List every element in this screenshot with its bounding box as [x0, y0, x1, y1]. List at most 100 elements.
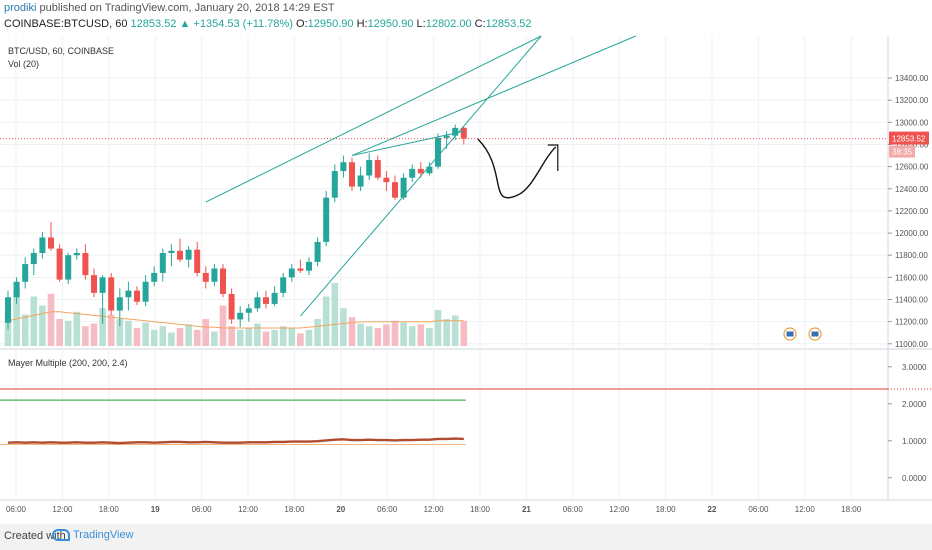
- volume-bar: [357, 323, 364, 346]
- x-tick-label: 21: [522, 505, 531, 514]
- flag-icon: [786, 331, 794, 337]
- forecast-arrowhead: [547, 144, 559, 171]
- candle-body: [280, 277, 287, 293]
- price-change: 12853.52 ▲ +1354.53 (+11.78%): [130, 18, 293, 30]
- trend-line: [351, 35, 636, 157]
- volume-bar: [443, 319, 450, 346]
- volume-bar: [408, 326, 416, 346]
- x-tick-label: 18:00: [470, 505, 491, 514]
- x-tick-label: 12:00: [424, 505, 445, 514]
- volume-bar: [262, 331, 270, 346]
- forecast-drawing: [477, 138, 557, 199]
- volume-bar: [391, 320, 399, 346]
- candle-body: [168, 250, 175, 253]
- candle-body: [125, 290, 132, 298]
- volume-bar: [460, 320, 468, 346]
- candle-body: [237, 312, 244, 320]
- candle-body: [39, 237, 46, 253]
- y-tick-label: 11800.00: [895, 251, 928, 260]
- symbol-label[interactable]: COINBASE:BTCUSD, 60: [4, 18, 128, 30]
- candle-body: [331, 171, 338, 198]
- volume-ma-line: [7, 311, 464, 329]
- countdown-label: 38:35: [892, 148, 913, 157]
- close-value: 12853.52: [485, 18, 532, 30]
- x-tick-label: 12:00: [238, 505, 259, 514]
- x-tick-label: 18:00: [284, 505, 305, 514]
- candle-body: [245, 308, 252, 313]
- volume-bar: [305, 329, 313, 346]
- volume-bar: [331, 283, 339, 346]
- candle-body: [297, 268, 304, 271]
- volume-bar: [21, 314, 29, 346]
- volume-bar: [451, 315, 459, 346]
- candle-body: [22, 264, 29, 282]
- author-link[interactable]: prodiki: [4, 2, 37, 14]
- volume-bar: [211, 331, 218, 346]
- x-tick-label: 12:00: [52, 505, 73, 514]
- candle-body: [374, 160, 381, 178]
- volume-bar: [288, 328, 296, 346]
- candle-body: [435, 137, 441, 167]
- x-tick-label: 06:00: [748, 505, 769, 514]
- volume-bar: [322, 296, 330, 346]
- volume-bar: [254, 323, 261, 346]
- candle-body: [91, 275, 97, 293]
- candle-body: [108, 277, 115, 311]
- candle-body: [73, 253, 80, 256]
- footer-bar: Created with TradingView: [0, 524, 932, 550]
- tradingview-logo[interactable]: TradingView: [52, 529, 134, 542]
- volume-bar: [348, 317, 356, 346]
- volume-bar: [142, 322, 149, 346]
- volume-bar: [56, 319, 63, 346]
- x-tick-label: 12:00: [795, 505, 816, 514]
- candle-body: [340, 162, 347, 172]
- y-tick-label: 11600.00: [895, 273, 928, 282]
- volume-bar: [202, 319, 210, 346]
- volume-bar: [297, 333, 304, 346]
- y-tick-label: 12000.00: [895, 229, 929, 238]
- tradingview-brand: TradingView: [73, 529, 134, 541]
- volume-bar: [39, 305, 46, 346]
- candle-body: [263, 297, 269, 304]
- volume-bar: [400, 322, 407, 346]
- candle-body: [202, 272, 209, 282]
- volume-bar: [383, 324, 390, 346]
- volume-bar: [150, 329, 158, 346]
- candle-body: [134, 290, 140, 302]
- last-price-tag: [889, 131, 929, 145]
- y-tick-label: 12400.00: [895, 185, 929, 194]
- price-chart[interactable]: 06:00 12:00 18:00 19 06:00 12:00 18:00 20 06:00 1…: [0, 0, 932, 524]
- high-value: 12950.90: [367, 18, 414, 30]
- x-tick-label: 06:00: [6, 505, 27, 514]
- y-tick-label: 11200.00: [895, 318, 928, 327]
- ohlc-readout: O:12950.90 H:12950.90 L:12802.00 C:12853…: [295, 18, 532, 30]
- volume-bar: [99, 308, 106, 346]
- candle-body: [323, 197, 330, 242]
- volume-bar: [185, 324, 192, 346]
- trend-line: [205, 35, 542, 203]
- candle-body: [306, 261, 312, 271]
- last-price-label: 12853.52: [892, 135, 926, 144]
- volume-bar: [245, 328, 253, 346]
- candle-body: [194, 249, 201, 273]
- y-tick-label: 13000.00: [895, 118, 929, 127]
- volume-bar: [47, 293, 55, 346]
- candle-body: [383, 177, 390, 183]
- volume-bar: [365, 326, 373, 346]
- candle-body: [220, 268, 226, 294]
- volume-bar: [125, 320, 132, 346]
- volume-bar: [90, 323, 98, 346]
- mayer-pane-title: Mayer Multiple (200, 200, 2.4): [8, 358, 128, 368]
- y-tick-label: 12200.00: [895, 207, 929, 216]
- volume-bar: [279, 326, 287, 346]
- candle-body: [400, 177, 407, 198]
- volume-bar: [193, 329, 201, 346]
- candle-body: [452, 127, 459, 136]
- volume-bar: [417, 324, 425, 346]
- x-tick-label: 20: [336, 505, 345, 514]
- x-tick-label: 19: [151, 505, 160, 514]
- volume-bar: [340, 308, 347, 346]
- candle-body: [271, 292, 278, 304]
- candle-body: [30, 253, 37, 265]
- candle-body: [443, 135, 450, 138]
